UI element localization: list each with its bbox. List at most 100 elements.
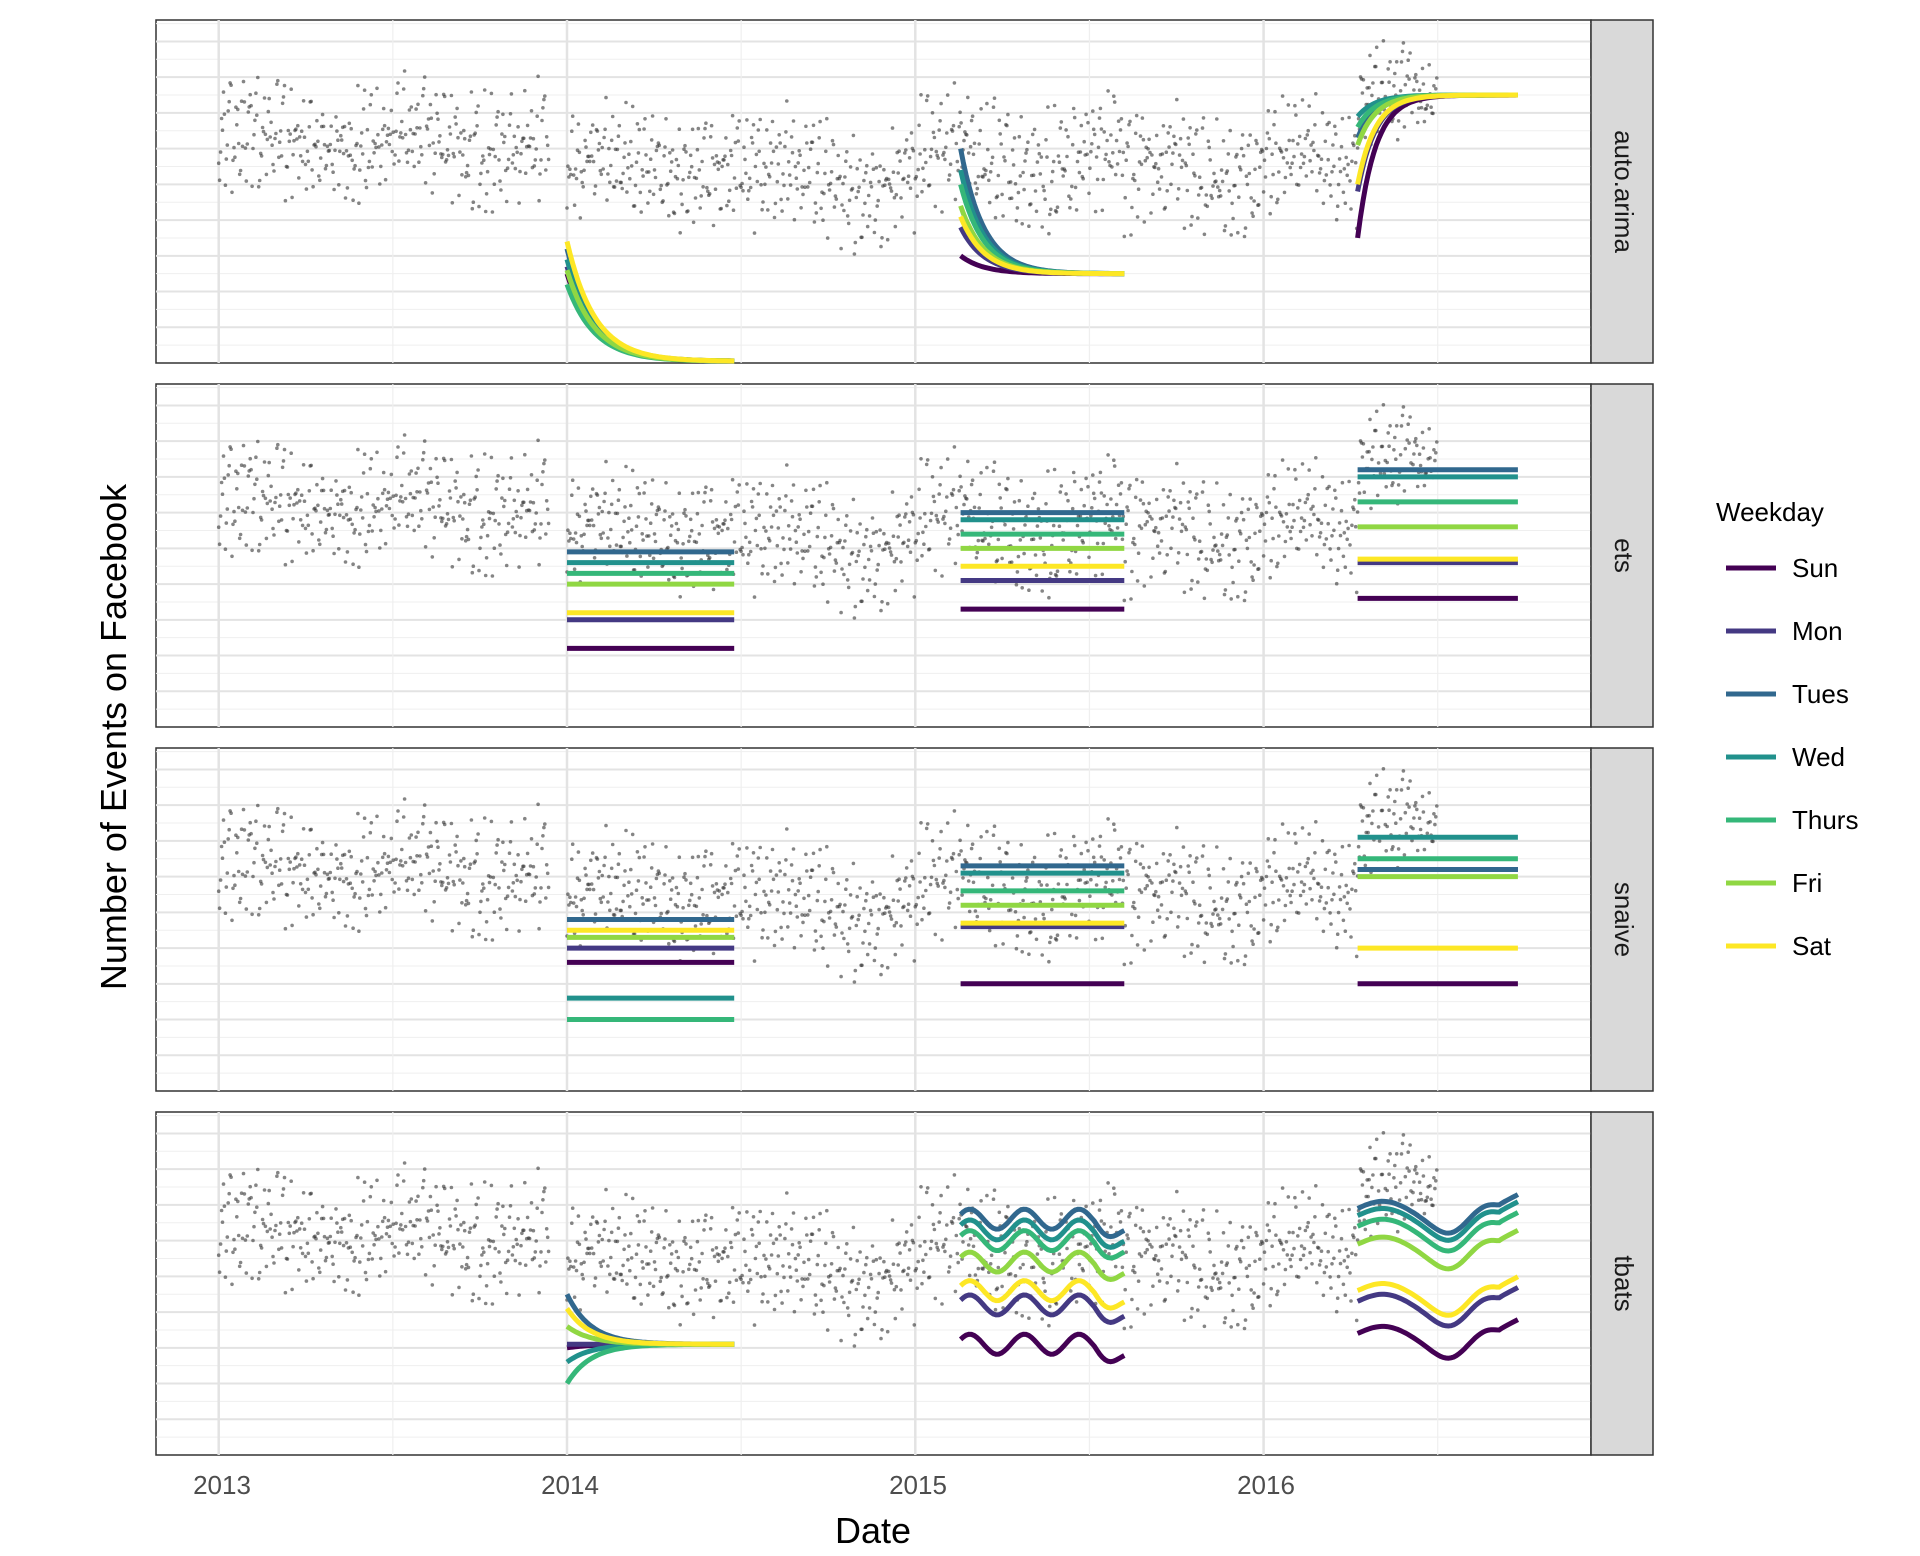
data-point (1432, 448, 1436, 452)
data-point (1345, 901, 1349, 906)
data-point (783, 144, 787, 149)
data-point (447, 125, 452, 129)
data-point (446, 153, 451, 158)
data-point (1074, 936, 1079, 940)
data-point (1271, 536, 1275, 541)
data-point (253, 482, 257, 487)
data-point (791, 483, 796, 487)
points-snaive (216, 767, 1439, 984)
data-point (1072, 479, 1077, 484)
data-point (986, 875, 990, 880)
data-point (1056, 882, 1061, 886)
data-point (275, 1174, 279, 1178)
data-point (1110, 165, 1114, 169)
data-point (677, 855, 682, 859)
data-point (654, 876, 659, 881)
data-point (490, 1302, 495, 1306)
data-point (883, 183, 887, 187)
data-point (1139, 162, 1144, 167)
data-point (1049, 571, 1053, 576)
data-point (367, 523, 372, 528)
data-point (590, 1215, 595, 1219)
data-point (350, 158, 355, 163)
data-point (1174, 1234, 1178, 1239)
data-point (356, 83, 360, 88)
data-point (1329, 558, 1333, 562)
data-point (766, 208, 770, 212)
data-point (539, 522, 543, 526)
data-point (243, 146, 248, 150)
data-point (311, 184, 315, 189)
data-point (445, 512, 450, 516)
data-point (454, 1214, 458, 1218)
data-point (1132, 1264, 1136, 1269)
data-point (1237, 195, 1241, 199)
data-point (365, 491, 370, 496)
data-point (709, 851, 714, 856)
data-point (497, 158, 501, 162)
data-point (254, 841, 259, 845)
data-point (772, 1307, 777, 1312)
data-point (1215, 481, 1219, 485)
data-point (236, 471, 240, 476)
data-point (451, 1243, 456, 1248)
data-point (250, 912, 254, 917)
data-point (817, 1228, 821, 1232)
data-point (577, 150, 582, 155)
data-point (626, 530, 630, 534)
data-point (924, 160, 928, 165)
data-point (367, 887, 372, 892)
data-point (712, 162, 717, 167)
data-point (736, 139, 741, 143)
data-point (567, 903, 571, 907)
data-point (959, 485, 963, 489)
data-point (831, 1234, 836, 1239)
data-point (396, 81, 400, 85)
data-point (401, 1179, 406, 1183)
data-point (701, 1277, 705, 1281)
data-point (1206, 867, 1211, 871)
data-point (1420, 66, 1425, 71)
data-point (1177, 881, 1182, 885)
data-point (1197, 175, 1202, 179)
data-point (279, 518, 284, 522)
data-point (1339, 872, 1344, 877)
data-point (268, 863, 273, 867)
data-point (598, 532, 603, 537)
data-point (382, 123, 387, 128)
data-point (1191, 516, 1195, 520)
data-point (310, 1260, 314, 1264)
data-point (574, 176, 579, 181)
data-point (1227, 917, 1231, 921)
data-point (307, 125, 312, 129)
data-point (978, 492, 982, 497)
data-point (787, 901, 792, 905)
data-point (380, 1219, 385, 1224)
data-point (216, 1253, 221, 1257)
data-point (431, 869, 436, 873)
data-point (1176, 187, 1181, 191)
data-point (1288, 165, 1292, 170)
data-point (675, 540, 680, 545)
data-point (930, 839, 935, 843)
data-point (852, 252, 857, 256)
data-point (463, 539, 468, 543)
data-point (571, 901, 576, 905)
data-point (379, 892, 383, 897)
data-point (517, 201, 521, 205)
data-point (726, 1254, 730, 1259)
data-point (392, 1254, 396, 1258)
data-point (818, 847, 822, 852)
data-point (1018, 1266, 1023, 1270)
data-point (470, 1298, 475, 1303)
data-point (1237, 559, 1241, 563)
data-point (896, 535, 900, 539)
data-point (958, 838, 962, 843)
data-point (783, 508, 787, 513)
data-point (1260, 149, 1265, 153)
data-point (1378, 471, 1383, 476)
data-point (629, 528, 634, 532)
strip-label-ets: ets (1609, 538, 1639, 573)
data-point (954, 505, 959, 510)
data-point (1109, 497, 1113, 501)
